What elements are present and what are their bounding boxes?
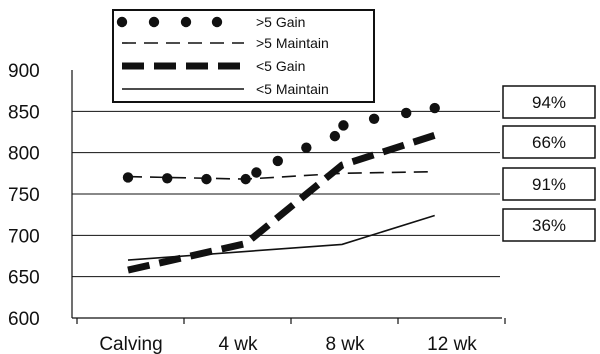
annotation-boxes: 94% 66% 91% 36% (502, 85, 596, 242)
x-axis-ticks: Calving 4 wk 8 wk 12 wk (76, 318, 506, 354)
legend-label: <5 Gain (256, 58, 305, 74)
series-line-5-maintain (127, 170, 435, 180)
data-point-5-gain (301, 142, 312, 153)
annotation-box (502, 125, 596, 159)
x-tick-label: 4 wk (218, 334, 258, 354)
annotation-box (502, 85, 596, 119)
legend-label: >5 Maintain (256, 35, 329, 51)
legend-label: <5 Maintain (256, 81, 329, 97)
data-point-5-gain (251, 167, 262, 178)
y-tick-label: 600 (8, 309, 40, 330)
annotation-label: 91% (532, 175, 566, 194)
data-point-5-gain (401, 107, 412, 119)
y-tick-label: 700 (8, 226, 40, 247)
series-line-5-maintain (127, 214, 435, 261)
legend-marker (180, 16, 192, 28)
y-tick-label: 900 (8, 61, 40, 82)
gridlines (72, 110, 500, 278)
x-tick-label: Calving (99, 334, 162, 354)
legend-label: >5 Gain (256, 14, 305, 30)
y-tick-label: 800 (8, 144, 40, 165)
legend-marker (148, 16, 160, 28)
series-line-5-gain (127, 131, 436, 274)
x-tick-label: 12 wk (427, 334, 477, 354)
data-point-5-gain (368, 113, 380, 124)
annotation-label: 36% (532, 216, 566, 235)
y-axis-ticks: 600 650 700 750 800 850 900 (8, 61, 40, 330)
data-point-5-gain (329, 130, 341, 142)
legend-marker (211, 16, 223, 28)
y-tick-label: 850 (8, 102, 40, 123)
x-tick-label: 8 wk (325, 334, 365, 354)
y-tick-label: 750 (8, 185, 40, 206)
axes (71, 70, 502, 319)
annotation-box (502, 167, 596, 201)
data-point-5-gain (201, 173, 212, 185)
annotation-label: 66% (532, 133, 566, 152)
data-point-5-gain (338, 120, 349, 131)
data-point-5-gain (429, 102, 440, 114)
series-group (122, 102, 440, 274)
annotation-label: 94% (532, 93, 566, 112)
legend-marker (116, 16, 128, 28)
y-tick-label: 650 (8, 268, 40, 289)
legend: >5 Gain >5 Maintain <5 Gain <5 Maintain (112, 9, 375, 103)
data-point-5-gain (272, 155, 283, 167)
annotation-box (502, 208, 596, 242)
data-point-5-gain (162, 173, 173, 184)
data-point-5-gain (122, 172, 134, 183)
